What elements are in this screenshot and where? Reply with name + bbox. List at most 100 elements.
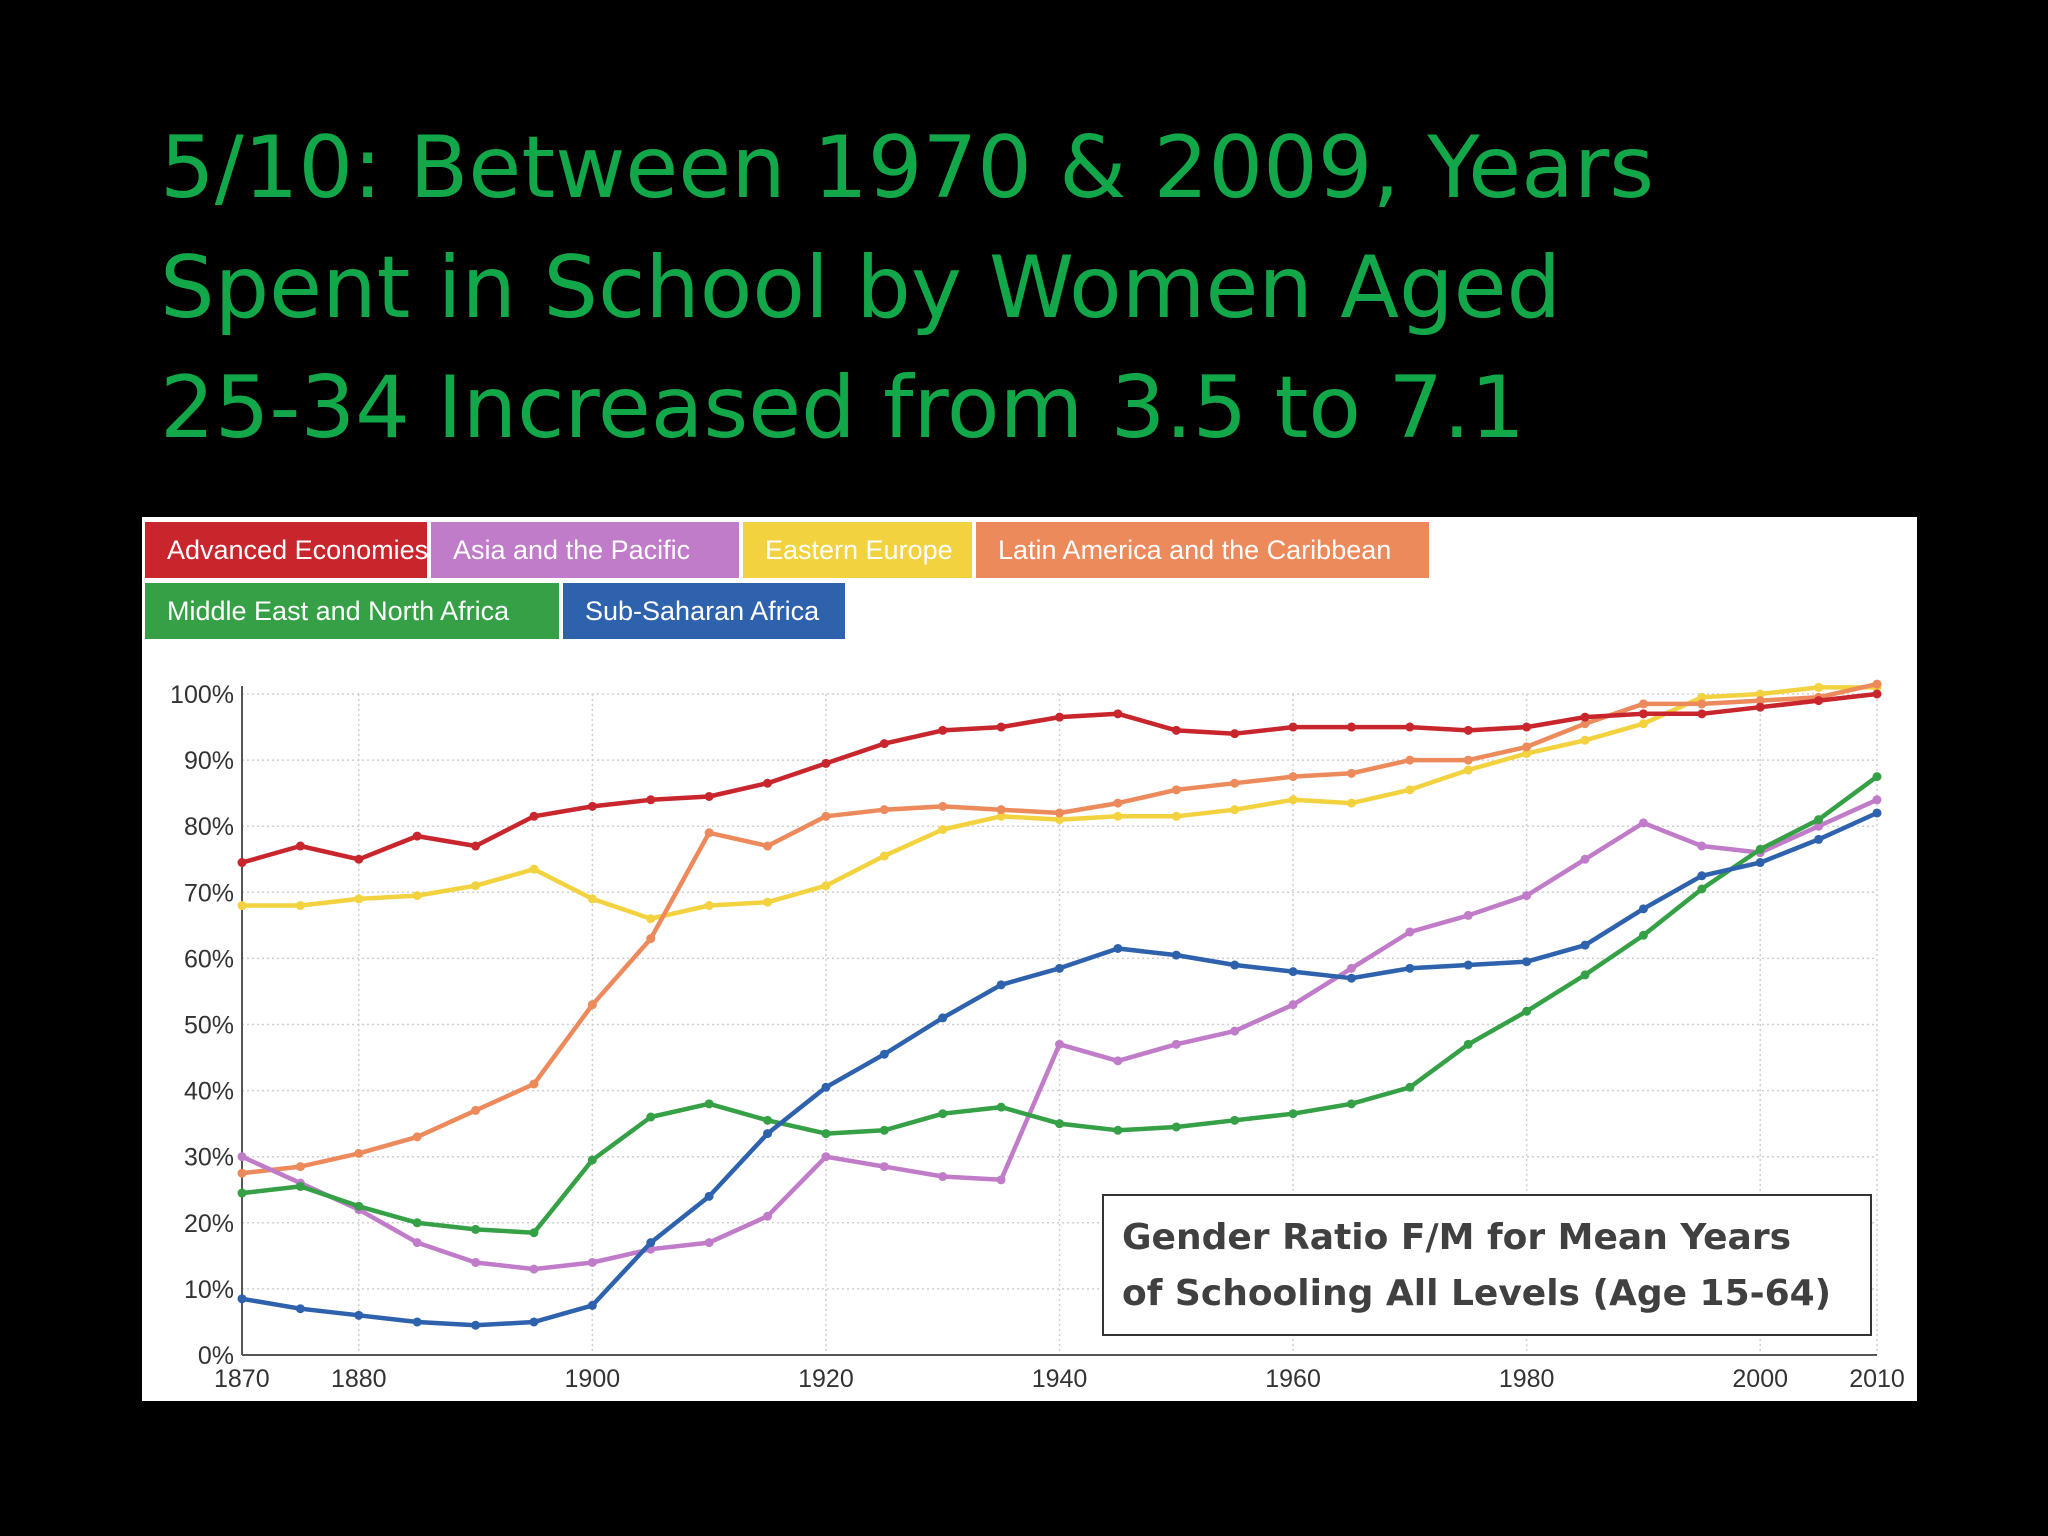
data-point	[471, 1320, 481, 1330]
data-point	[529, 864, 539, 874]
data-point	[1346, 963, 1356, 973]
data-point	[1288, 967, 1298, 977]
data-point	[1872, 808, 1882, 818]
data-point	[529, 1264, 539, 1274]
data-point	[1872, 679, 1882, 689]
data-point	[646, 795, 656, 805]
slide-title-line-3: 25-34 Increased from 3.5 to 7.1	[160, 358, 1526, 458]
x-tick-label: 1880	[331, 1365, 387, 1393]
data-point	[1638, 930, 1648, 940]
legend-swatch	[743, 522, 972, 578]
x-tick-label: 1940	[1032, 1365, 1088, 1393]
data-point	[1522, 957, 1532, 967]
data-point	[1230, 1026, 1240, 1036]
data-point	[1814, 815, 1824, 825]
series-eastern-europe	[237, 682, 1882, 924]
data-point	[996, 1175, 1006, 1185]
data-point	[1638, 699, 1648, 709]
series-sub-saharan-africa	[237, 808, 1882, 1330]
data-point	[587, 1300, 597, 1310]
data-point	[295, 841, 305, 851]
data-point	[1697, 841, 1707, 851]
data-point	[295, 1304, 305, 1314]
data-point	[1171, 811, 1181, 821]
data-point	[1171, 725, 1181, 735]
x-tick-label: 1920	[798, 1365, 854, 1393]
data-point	[646, 1238, 656, 1248]
legend-item-advanced-economies[interactable]: Advanced Economies	[145, 522, 428, 578]
data-point	[879, 805, 889, 815]
data-point	[704, 901, 714, 911]
data-point	[821, 1129, 831, 1139]
data-point	[471, 841, 481, 851]
y-tick-label: 10%	[184, 1276, 234, 1304]
data-point	[1288, 722, 1298, 732]
legend-item-asia-and-the-pacific[interactable]: Asia and the Pacific	[431, 522, 739, 578]
data-point	[1580, 719, 1590, 729]
chart-note-line-2: of Schooling All Levels (Age 15-64)	[1122, 1273, 1832, 1314]
data-point	[1522, 742, 1532, 752]
data-point	[412, 831, 422, 841]
data-point	[1230, 778, 1240, 788]
data-point	[237, 901, 247, 911]
data-point	[1055, 808, 1064, 818]
data-point	[763, 897, 773, 907]
y-tick-label: 70%	[184, 879, 234, 907]
data-point	[587, 1155, 597, 1165]
legend-item-middle-east-and-north-africa[interactable]: Middle East and North Africa	[145, 583, 559, 639]
data-point	[1814, 682, 1824, 692]
data-point	[1522, 722, 1532, 732]
legend-label: Asia and the Pacific	[453, 535, 690, 565]
x-tick-label: 1900	[565, 1365, 621, 1393]
data-point	[1697, 699, 1707, 709]
data-point	[1230, 960, 1240, 970]
data-point	[1346, 1099, 1356, 1109]
data-point	[1113, 709, 1123, 719]
data-point	[1814, 696, 1824, 706]
data-point	[704, 1099, 714, 1109]
data-point	[1230, 1115, 1240, 1125]
data-point	[1697, 692, 1707, 702]
data-point	[1580, 854, 1590, 864]
data-point	[938, 725, 948, 735]
data-point	[938, 801, 948, 811]
data-point	[1580, 940, 1590, 950]
legend-item-latin-america-and-the-caribbean[interactable]: Latin America and the Caribbean	[976, 522, 1429, 578]
legend-item-eastern-europe[interactable]: Eastern Europe	[743, 522, 972, 578]
data-point	[1463, 765, 1473, 775]
chart-axes: 0% 10% 20% 30% 40% 50% 60% 70% 80% 90% 100% 1870 188…	[170, 681, 1905, 1393]
data-point	[1872, 689, 1882, 699]
x-tick-label: 1870	[214, 1365, 270, 1393]
x-tick-label: 2000	[1732, 1365, 1788, 1393]
series-asia-and-the-pacific	[237, 795, 1882, 1274]
y-tick-label: 60%	[184, 945, 234, 973]
data-point	[1113, 1125, 1123, 1135]
data-point	[821, 881, 831, 891]
data-point	[879, 739, 889, 749]
data-point	[1463, 725, 1473, 735]
data-point	[1346, 768, 1356, 778]
legend-label: Sub-Saharan Africa	[585, 596, 820, 626]
data-point	[1638, 709, 1648, 719]
data-point	[587, 1257, 597, 1267]
data-point	[1522, 748, 1532, 758]
data-point	[1055, 1039, 1064, 1049]
data-point	[1755, 689, 1765, 699]
data-point	[1055, 712, 1064, 722]
legend-swatch	[145, 583, 559, 639]
data-point	[1697, 871, 1707, 881]
legend-label: Middle East and North Africa	[167, 596, 510, 626]
data-point	[237, 1188, 247, 1198]
data-point	[1580, 970, 1590, 980]
data-point	[1405, 963, 1415, 973]
series-middle-east-and-north-africa	[237, 772, 1882, 1238]
legend-item-sub-saharan-africa[interactable]: Sub-Saharan Africa	[563, 583, 845, 639]
data-point	[879, 1125, 889, 1135]
chart-panel: Advanced Economies Asia and the Pacific Ea…	[142, 517, 1917, 1401]
data-point	[646, 1112, 656, 1122]
data-point	[1463, 1039, 1473, 1049]
data-point	[471, 1105, 481, 1115]
data-point	[587, 894, 597, 904]
data-point	[996, 805, 1006, 815]
